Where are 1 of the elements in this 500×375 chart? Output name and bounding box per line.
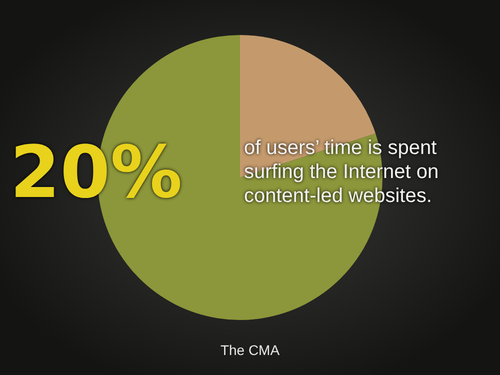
text: The CMA — [219, 342, 281, 358]
